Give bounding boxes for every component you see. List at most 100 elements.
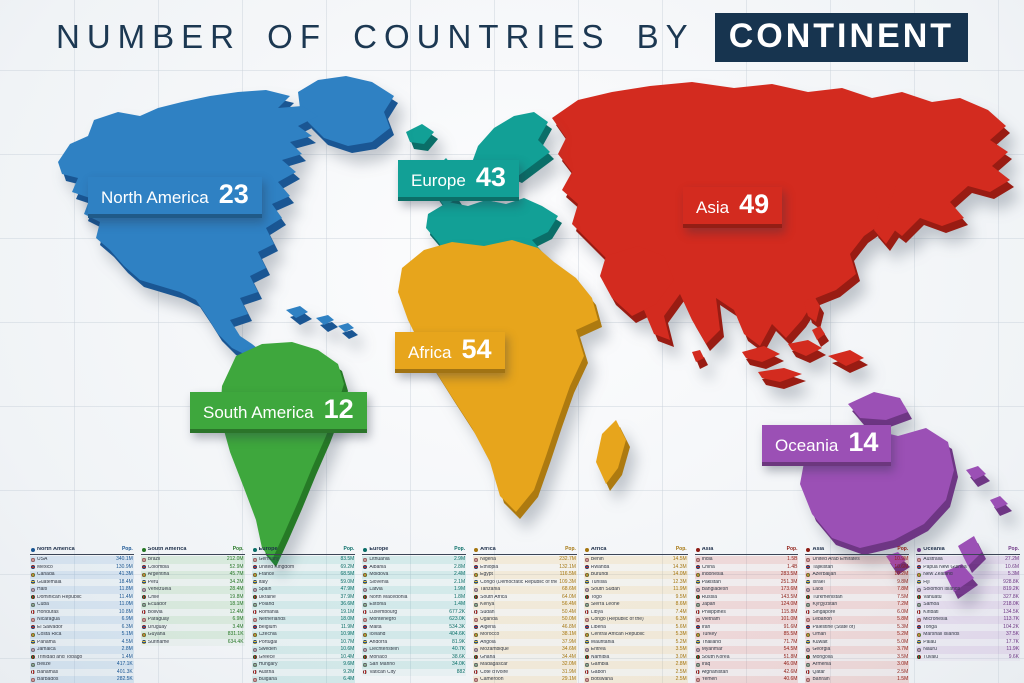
continent-count: 54 — [461, 334, 492, 364]
continent-name: North America — [101, 188, 209, 207]
flag-icon — [31, 647, 35, 652]
table-header: Asia Pop. — [805, 545, 910, 555]
flag-icon — [806, 595, 811, 600]
country-population: 3.5M — [675, 646, 687, 653]
table-column-0: North America Pop. USA 340.1M Mexico 130.9M Ca… — [30, 545, 134, 683]
country-name: Tajikistan — [812, 564, 834, 570]
table-row: Hungary 9.6M — [251, 661, 356, 669]
table-row: Dominican Republic 11.4M — [30, 593, 134, 601]
flag-icon — [917, 572, 922, 577]
flag-icon — [917, 602, 922, 607]
country-name: Moldova — [369, 572, 389, 578]
table-row: Congo (Republic of the) 6.3M — [583, 616, 688, 624]
table-row: Afghanistan 42.6M — [694, 668, 799, 676]
continent-bullet-icon — [917, 547, 922, 552]
flag-icon — [31, 595, 35, 600]
flag-icon — [252, 655, 257, 660]
country-name: Cuba — [37, 602, 49, 608]
country-population: 31.9M — [562, 668, 576, 675]
table-header: Africa Pop. — [583, 545, 688, 555]
flag-icon — [31, 565, 35, 570]
country-population: 113.7K — [1003, 616, 1020, 623]
flag-icon — [141, 640, 146, 645]
country-name: Yemen — [701, 677, 718, 683]
country-name: San Marino — [369, 662, 395, 668]
table-row: Philippines 115.8M — [694, 608, 799, 616]
table-row: Honduras 10.8M — [30, 608, 134, 616]
country-population: 11.0M — [119, 601, 133, 608]
flag-icon — [363, 572, 368, 577]
flag-icon — [141, 587, 146, 592]
flag-icon — [584, 595, 589, 600]
flag-icon — [806, 632, 811, 637]
country-name: South Sudan — [590, 587, 620, 593]
country-population: 10.2M — [894, 571, 909, 578]
flag-icon — [252, 677, 257, 682]
table-row: Guyana 831.1K — [140, 631, 245, 639]
country-name: Laos — [812, 587, 824, 593]
country-name: Pakistan — [701, 579, 721, 585]
table-row: Iraq 46.0M — [694, 661, 799, 669]
table-row: Cuba 11.0M — [30, 601, 134, 609]
country-name: Turkmenistan — [812, 594, 843, 600]
country-name: Paraguay — [147, 617, 170, 623]
country-population: 56.4M — [562, 601, 576, 608]
country-population: 68.5M — [340, 571, 355, 578]
country-name: Armenia — [812, 662, 832, 668]
country-population: 11.8M — [119, 586, 133, 593]
flag-icon — [806, 610, 811, 615]
table-continent-label: Europe — [369, 546, 389, 552]
flag-icon — [917, 632, 922, 637]
table-row: Iceland 404.6K — [362, 631, 467, 639]
flag-icon — [695, 572, 700, 577]
country-name: Oman — [812, 632, 827, 638]
country-name: Luxembourg — [369, 609, 398, 615]
country-population: 401.3K — [116, 668, 133, 675]
country-name: Germany — [258, 557, 280, 563]
flag-icon — [917, 580, 922, 585]
country-name: Estonia — [369, 602, 387, 608]
flag-icon — [806, 572, 811, 577]
country-population: 5.8M — [897, 616, 909, 623]
country-name: Eritrea — [590, 647, 606, 653]
country-name: Iraq — [701, 662, 711, 668]
table-row: Colombia 52.9M — [140, 563, 245, 571]
flag-icon — [363, 655, 368, 660]
country-name: United Arab Emirates — [812, 557, 860, 563]
table-row: Oman 5.2M — [805, 631, 910, 639]
country-name: Sudan — [480, 609, 495, 615]
country-name: Togo — [590, 594, 602, 600]
flag-icon — [584, 647, 589, 652]
country-name: China — [701, 564, 715, 570]
country-name: Bahamas — [37, 669, 59, 675]
table-row: Botswana 2.5M — [583, 676, 688, 683]
country-population: 10.7M — [340, 638, 355, 645]
country-population: 212.0M — [226, 556, 244, 563]
table-row: San Marino 34.0K — [362, 661, 467, 669]
asia-shape — [552, 82, 1014, 389]
flag-icon — [917, 565, 922, 570]
table-row: Eritrea 3.5M — [583, 646, 688, 654]
south-america-shape — [220, 342, 348, 567]
table-row: Pakistan 251.3M — [694, 578, 799, 586]
table-row: Netherlands 18.0M — [251, 616, 356, 624]
flag-icon — [806, 670, 811, 675]
country-population: 91.6M — [783, 623, 798, 630]
country-population: 1.9M — [454, 586, 466, 593]
country-population: 64.0M — [562, 593, 576, 600]
country-population: 10.9M — [340, 631, 355, 638]
flag-icon — [31, 670, 35, 675]
country-population: 1.4B — [787, 563, 798, 570]
table-row: Tunisia 12.3M — [583, 578, 688, 586]
flag-icon — [31, 655, 35, 660]
country-name: Tanzania — [480, 587, 501, 593]
flag-icon — [917, 640, 922, 645]
table-row: Costa Rica 5.1M — [30, 631, 134, 639]
country-name: Lebanon — [812, 617, 832, 623]
flag-icon — [474, 565, 479, 570]
flag-icon — [584, 565, 589, 570]
country-population: 45.7M — [229, 571, 244, 578]
continent-bullet-icon — [695, 547, 700, 552]
country-population: 1.5B — [787, 556, 798, 563]
flag-icon — [474, 580, 479, 585]
